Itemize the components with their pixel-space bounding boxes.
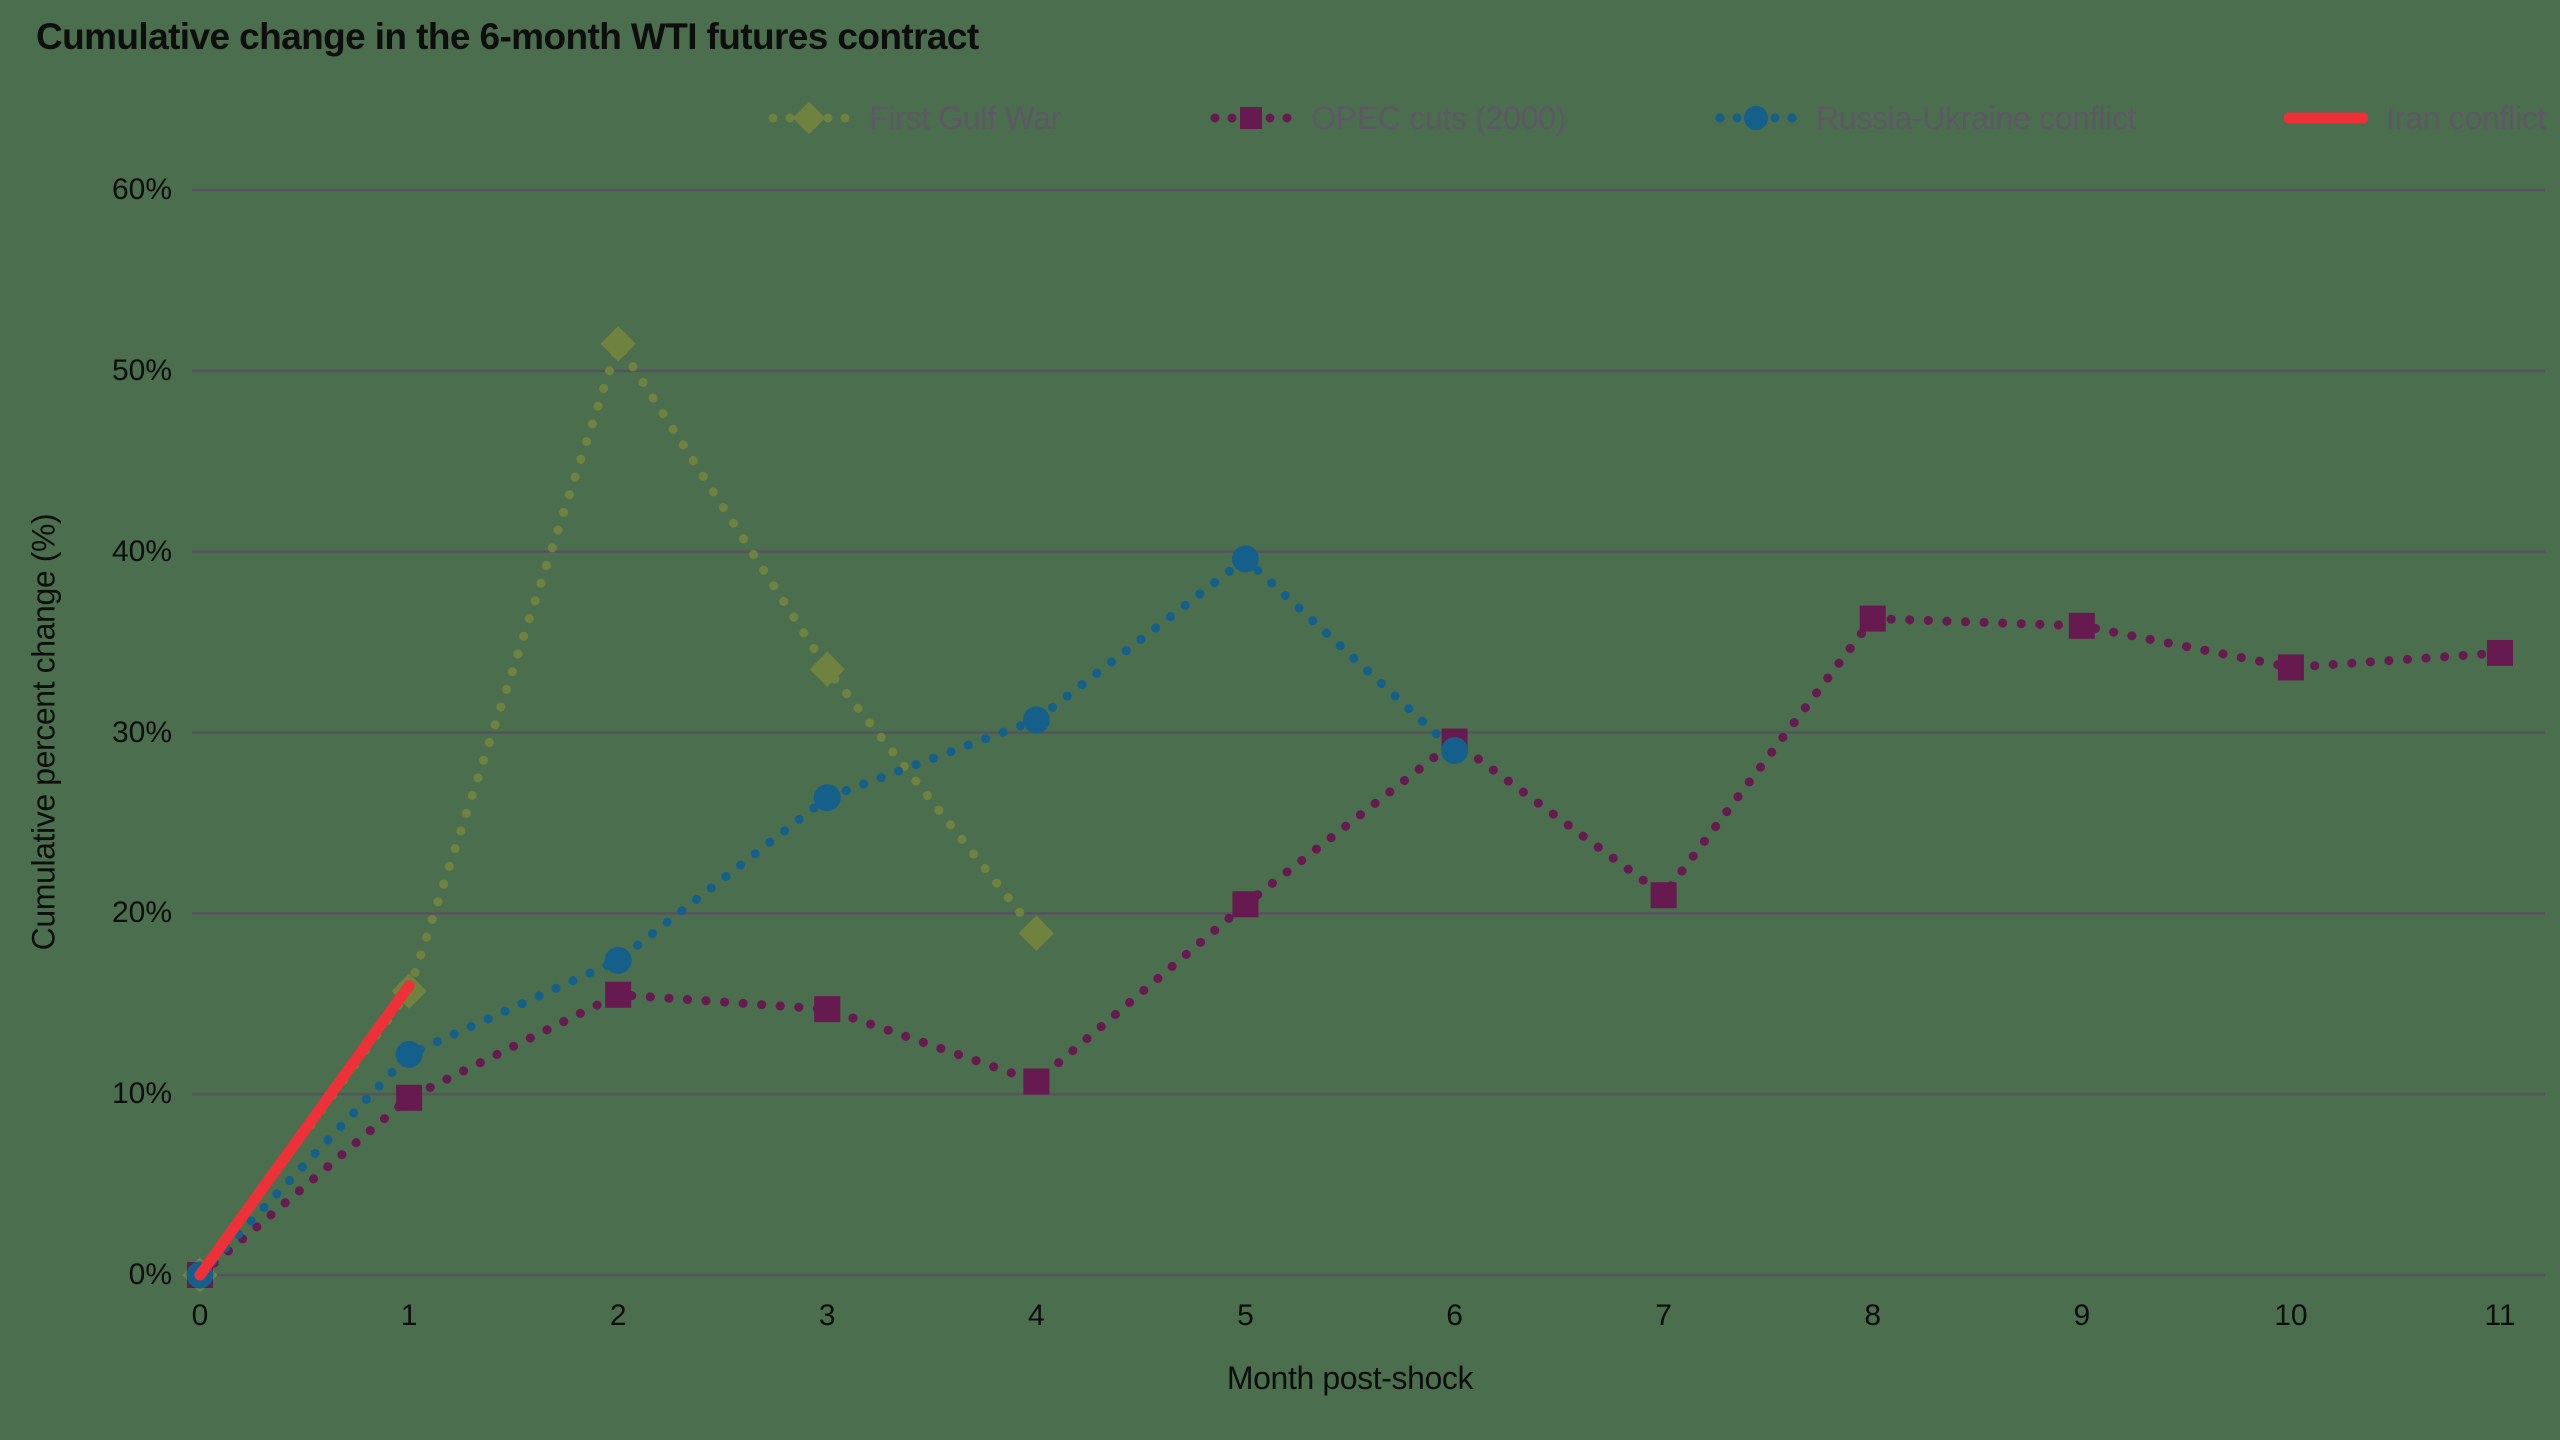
marker-first-gulf-war-3 (809, 651, 845, 687)
x-tick-6: 6 (1446, 1299, 1463, 1332)
marker-opec-cuts-2000-8 (1859, 605, 1886, 632)
legend-marker-russia-ukraine-conflict-icon (1715, 106, 1797, 130)
marker-first-gulf-war-2 (600, 326, 636, 362)
legend-marker-opec-cuts-2000-icon (1210, 107, 1292, 129)
x-tick-4: 4 (1028, 1299, 1045, 1332)
chart-title: Cumulative change in the 6-month WTI fut… (36, 16, 979, 57)
legend-dot (1210, 113, 1220, 123)
marker-first-gulf-war-4 (1018, 915, 1055, 951)
marker-opec-cuts-2000-7 (1650, 882, 1677, 909)
legend-dot (768, 113, 778, 123)
x-tick-5: 5 (1237, 1299, 1254, 1332)
legend-dot (1265, 113, 1275, 123)
x-tick-8: 8 (1864, 1299, 1882, 1332)
x-tick-3: 3 (818, 1299, 836, 1332)
marker-opec-cuts-2000-5 (1232, 891, 1259, 918)
x-tick-2: 2 (609, 1299, 627, 1332)
x-tick-9: 9 (2073, 1299, 2091, 1332)
y-axis-title: Cumulative percent change (%) (25, 513, 62, 951)
marker-russia-ukraine-conflict-6 (1441, 737, 1469, 765)
x-tick-7: 7 (1655, 1299, 1672, 1332)
legend-marker-iran-conflict-icon (2284, 112, 2369, 124)
marker-opec-cuts-2000-10 (2277, 654, 2304, 681)
legend: First Gulf War OPEC cuts (2000) Russia-Ukr… (767, 98, 2546, 138)
series-line-opec-cuts-2000 (195, 614, 2505, 1280)
y-tick-20%: 20% (111, 896, 172, 930)
legend-dot (1282, 113, 1292, 123)
y-tick-30%: 30% (111, 715, 172, 749)
series-line-iran-conflict (194, 980, 415, 1281)
legend-item-iran-conflict: Iran conflict (2284, 98, 2546, 138)
marker-opec-cuts-2000-9 (2068, 612, 2095, 639)
legend-dot (785, 113, 795, 123)
legend-shape (1743, 106, 1768, 130)
x-axis-title: Month post-shock (1226, 1360, 1474, 1396)
y-tick-10%: 10% (111, 1077, 172, 1111)
legend-dot (1787, 113, 1797, 123)
legend-item-russia-ukraine-conflict: Russia-Ukraine conflict (1714, 98, 2137, 138)
legend-dot (823, 113, 833, 123)
y-tick-50%: 50% (111, 353, 172, 387)
x-tick-10: 10 (2274, 1299, 2308, 1332)
legend-item-first-gulf-war: First Gulf War (767, 98, 1061, 138)
legend-dot (840, 113, 850, 123)
marker-opec-cuts-2000-2 (605, 981, 632, 1008)
x-tick-1: 1 (400, 1299, 418, 1332)
legend-dot (1715, 113, 1725, 123)
marker-russia-ukraine-conflict-4 (1022, 706, 1050, 734)
x-tick-0: 0 (191, 1299, 209, 1332)
marker-opec-cuts-2000-3 (814, 996, 841, 1023)
marker-opec-cuts-2000-11 (2487, 639, 2513, 666)
marker-russia-ukraine-conflict-2 (604, 946, 632, 974)
legend-dot (1227, 113, 1237, 123)
legend-shape (792, 101, 826, 135)
marker-russia-ukraine-conflict-3 (813, 784, 841, 812)
y-tick-60%: 60% (111, 173, 172, 206)
legend-dot (1770, 113, 1780, 123)
legend-label-opec-cuts-2000: OPEC cuts (2000) (1311, 99, 1566, 136)
legend-shape (1240, 107, 1263, 129)
legend-dot (1732, 113, 1742, 123)
legend-label-iran-conflict: Iran conflict (2386, 99, 2546, 136)
marker-opec-cuts-2000-1 (396, 1084, 423, 1111)
series-line-first-gulf-war (195, 339, 1041, 1280)
legend-label-russia-ukraine-conflict: Russia-Ukraine conflict (1815, 99, 2137, 136)
marker-russia-ukraine-conflict-1 (395, 1040, 423, 1068)
y-tick-0%: 0% (128, 1258, 172, 1291)
legend-label-first-gulf-war: First Gulf War (869, 99, 1062, 136)
legend-marker-first-gulf-war-icon (768, 101, 850, 135)
y-tick-40%: 40% (111, 534, 172, 568)
marker-russia-ukraine-conflict-5 (1231, 545, 1259, 573)
legend-item-opec-cuts-2000: OPEC cuts (2000) (1209, 98, 1566, 138)
marker-opec-cuts-2000-4 (1023, 1068, 1050, 1095)
x-tick-11: 11 (2484, 1299, 2516, 1332)
